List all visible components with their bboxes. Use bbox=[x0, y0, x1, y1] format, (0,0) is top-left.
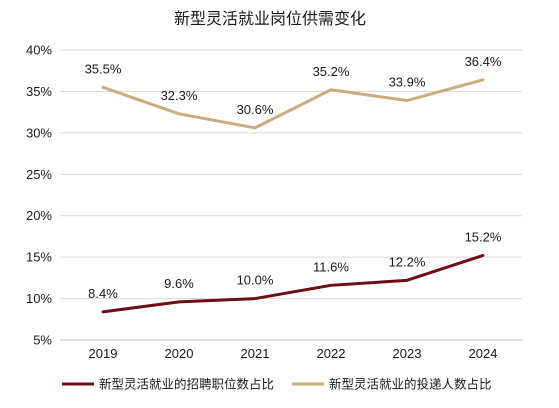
series-line-1 bbox=[101, 253, 485, 314]
data-label: 8.4% bbox=[88, 286, 118, 301]
series-line-2 bbox=[101, 78, 485, 130]
data-label: 15.2% bbox=[465, 229, 502, 244]
x-tick-label: 2022 bbox=[317, 346, 346, 361]
y-tick-label: 25% bbox=[26, 167, 52, 182]
y-tick-label: 35% bbox=[26, 84, 52, 99]
y-tick-label: 15% bbox=[26, 250, 52, 265]
x-tick-label: 2024 bbox=[469, 346, 498, 361]
data-label: 11.6% bbox=[313, 259, 349, 274]
y-tick-label: 10% bbox=[26, 291, 52, 306]
legend-label-1: 新型灵活就业的招聘职位数占比 bbox=[99, 377, 274, 392]
x-tick-label: 2021 bbox=[241, 346, 270, 361]
series-lines bbox=[101, 78, 485, 314]
legend-label-2: 新型灵活就业的投递人数占比 bbox=[329, 377, 492, 392]
chart-title: 新型灵活就业岗位供需变化 bbox=[174, 9, 366, 28]
data-label: 12.2% bbox=[389, 254, 426, 269]
data-label: 36.4% bbox=[465, 54, 502, 69]
y-tick-label: 30% bbox=[26, 125, 52, 140]
x-tick-label: 2020 bbox=[165, 346, 194, 361]
y-axis-ticks: 5% 10% 15% 20% 25% 30% 35% 40% bbox=[26, 43, 52, 348]
x-tick-label: 2019 bbox=[89, 346, 118, 361]
legend: 新型灵活就业的招聘职位数占比 新型灵活就业的投递人数占比 bbox=[62, 377, 492, 392]
data-label: 32.3% bbox=[161, 88, 198, 103]
y-tick-label: 40% bbox=[26, 43, 52, 58]
y-tick-label: 5% bbox=[33, 333, 52, 348]
data-label: 33.9% bbox=[389, 75, 426, 90]
data-label: 10.0% bbox=[237, 273, 274, 288]
data-label: 35.2% bbox=[313, 64, 350, 79]
data-label: 30.6% bbox=[237, 102, 274, 117]
data-labels: 8.4% 9.6% 10.0% 11.6% 12.2% 15.2% 35.5% 32.3% 30… bbox=[85, 54, 502, 301]
x-axis-ticks: 2019 2020 2021 2022 2023 2024 bbox=[89, 346, 498, 361]
gridlines bbox=[60, 49, 522, 341]
data-label: 9.6% bbox=[164, 276, 194, 291]
x-tick-label: 2023 bbox=[393, 346, 422, 361]
y-tick-label: 20% bbox=[26, 208, 52, 223]
data-label: 35.5% bbox=[85, 61, 122, 76]
